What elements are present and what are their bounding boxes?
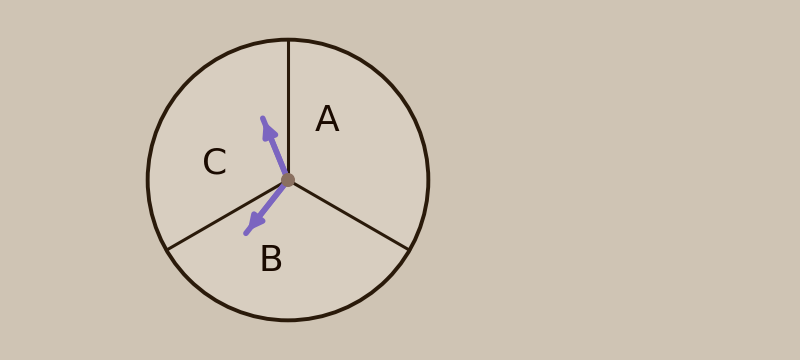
Text: C: C [202,146,228,180]
Text: A: A [315,104,340,138]
Text: B: B [259,244,283,278]
Circle shape [148,40,428,320]
Circle shape [282,174,294,186]
